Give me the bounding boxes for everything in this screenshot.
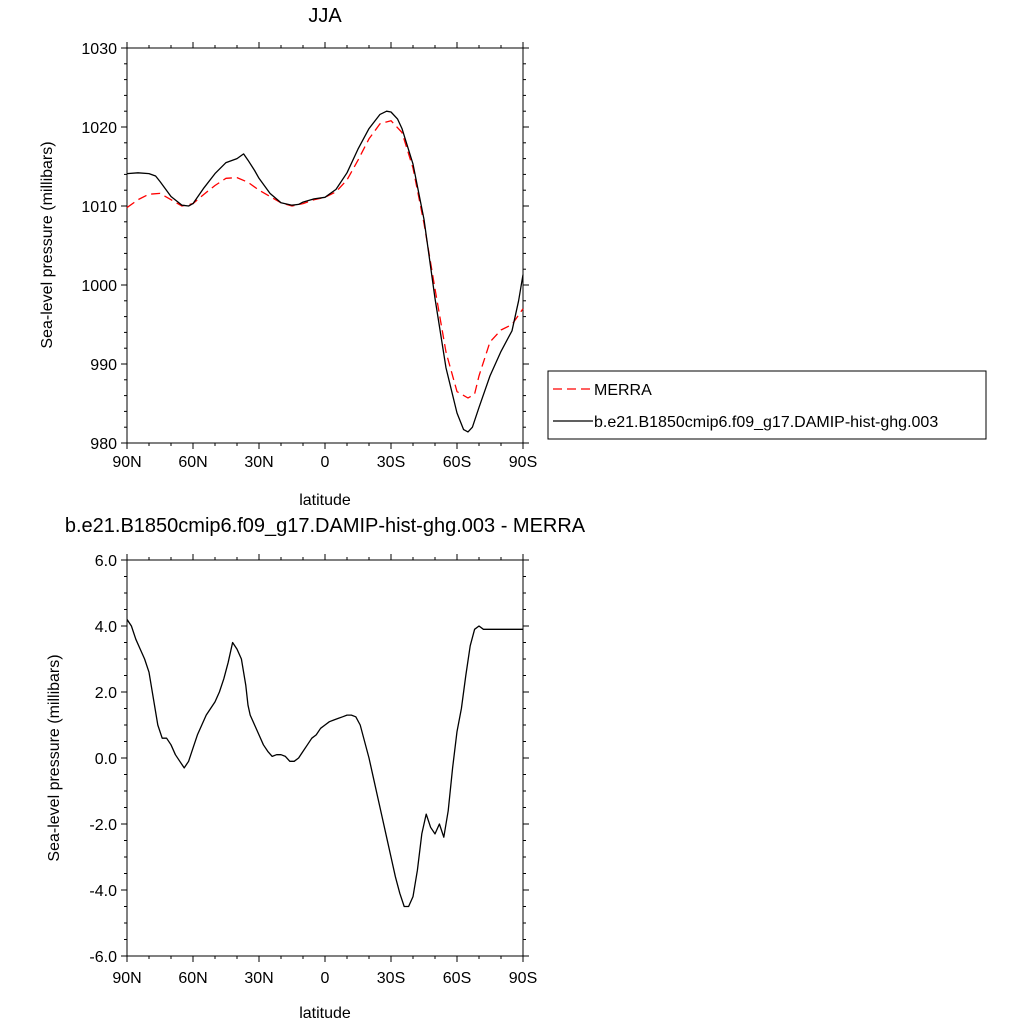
x-tick-label: 0 (321, 454, 330, 471)
top-chart-x-axis-label: latitude (299, 492, 351, 509)
y-tick-label: 990 (90, 357, 117, 374)
top-chart-plot-frame (126, 47, 524, 444)
x-tick-label: 60S (443, 454, 471, 471)
y-tick-label: 0.0 (95, 751, 117, 768)
bottom-chart-plot-frame (126, 559, 524, 957)
x-tick-label: 90N (112, 454, 141, 471)
legend-box (547, 370, 987, 440)
y-tick-label: 2.0 (95, 685, 117, 702)
x-tick-label: 30S (377, 970, 405, 987)
top-chart-x-ticks: 90N 60N 30N 0 30S 60S 90S (112, 42, 537, 471)
series-line-merra (126, 120, 524, 399)
x-tick-label: 60N (178, 970, 207, 987)
bottom-chart-x-ticks: 90N 60N 30N 0 30S 60S 90S (112, 554, 537, 987)
legend-label-model: b.e21.B1850cmip6.f09_g17.DAMIP-hist-ghg.… (594, 414, 938, 431)
y-tick-label: -6.0 (89, 949, 117, 966)
x-tick-label: 0 (321, 970, 330, 987)
bottom-chart-title: b.e21.B1850cmip6.f09_g17.DAMIP-hist-ghg.… (65, 515, 586, 537)
bottom-chart-y-axis-label: Sea-level pressure (millibars) (46, 654, 63, 861)
series-line-diff-0 (126, 619, 523, 908)
series-line-b (126, 110, 524, 433)
top-chart-y-axis-label: Sea-level pressure (millibars) (39, 141, 56, 348)
bottom-chart-series (126, 619, 523, 908)
x-tick-label: 90N (112, 970, 141, 987)
top-chart-y-ticks: 980 990 1000 1010 1020 1030 (81, 41, 529, 453)
x-tick-label: 30N (244, 970, 273, 987)
top-chart-series (126, 110, 524, 433)
y-tick-label: 980 (90, 436, 117, 453)
bottom-chart-x-axis-label: latitude (299, 1005, 351, 1022)
top-chart: JJA 980 990 1000 1010 1020 1030 90N 60N 30N 0 30S… (39, 5, 987, 509)
y-tick-label: 1010 (81, 199, 117, 216)
bottom-chart-y-ticks: -6.0 -4.0 -2.0 0.0 2.0 4.0 6.0 (89, 553, 529, 966)
x-tick-label: 30N (244, 454, 273, 471)
y-tick-label: 6.0 (95, 553, 117, 570)
x-tick-label: 30S (377, 454, 405, 471)
x-tick-label: 60N (178, 454, 207, 471)
y-tick-label: 1020 (81, 120, 117, 137)
y-tick-label: -4.0 (89, 883, 117, 900)
x-tick-label: 90S (509, 970, 537, 987)
top-chart-legend: MERRA b.e21.B1850cmip6.f09_g17.DAMIP-his… (547, 370, 987, 440)
x-tick-label: 90S (509, 454, 537, 471)
bottom-chart: b.e21.B1850cmip6.f09_g17.DAMIP-hist-ghg.… (46, 515, 586, 1022)
legend-label-merra: MERRA (594, 382, 652, 399)
x-tick-label: 60S (443, 970, 471, 987)
y-tick-label: 1030 (81, 41, 117, 58)
y-tick-label: 4.0 (95, 619, 117, 636)
y-tick-label: 1000 (81, 278, 117, 295)
top-chart-title: JJA (308, 5, 342, 27)
y-tick-label: -2.0 (89, 817, 117, 834)
